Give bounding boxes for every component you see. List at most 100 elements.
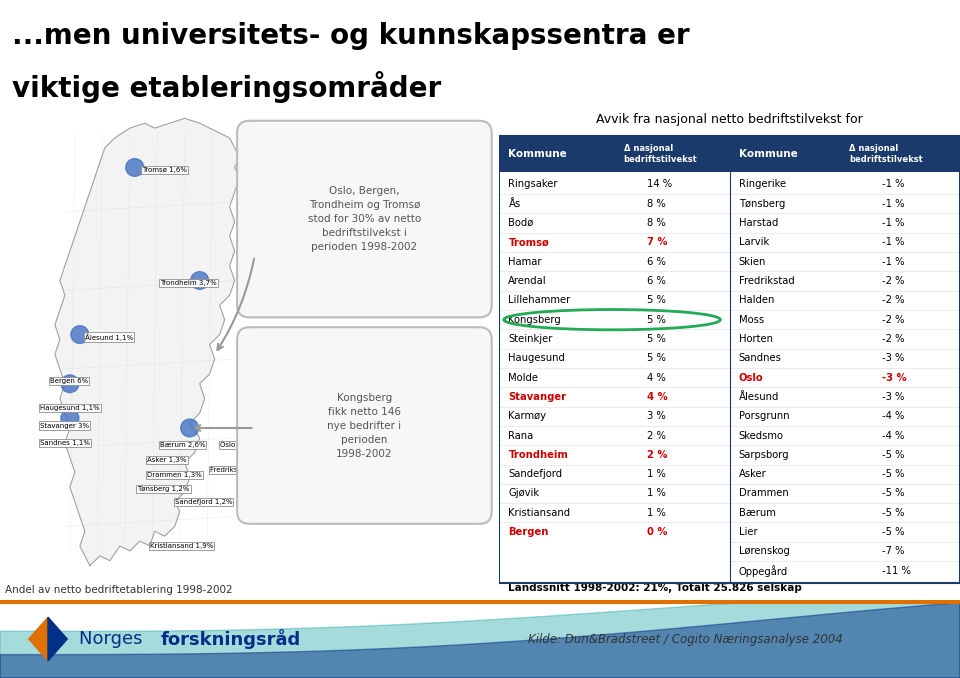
Text: 1 %: 1 % xyxy=(647,508,665,518)
Text: viktige etableringsområder: viktige etableringsområder xyxy=(12,71,441,102)
Text: Steinkjer: Steinkjer xyxy=(509,334,553,344)
Text: 3 %: 3 % xyxy=(647,412,665,421)
Text: -2 %: -2 % xyxy=(881,334,904,344)
Text: Sandnes: Sandnes xyxy=(739,353,781,363)
FancyBboxPatch shape xyxy=(237,327,492,524)
Text: 2 %: 2 % xyxy=(647,450,667,460)
Text: Kristiansand 1,9%: Kristiansand 1,9% xyxy=(150,543,213,549)
Text: -1 %: -1 % xyxy=(881,180,904,189)
Text: Horten: Horten xyxy=(739,334,773,344)
Text: Bodø: Bodø xyxy=(509,218,534,228)
Text: Asker: Asker xyxy=(739,469,767,479)
Polygon shape xyxy=(29,617,48,661)
Text: 4 %: 4 % xyxy=(647,392,667,402)
Text: Stavanger 3%: Stavanger 3% xyxy=(40,422,89,428)
Text: Trondheim: Trondheim xyxy=(509,450,568,460)
Text: 1 %: 1 % xyxy=(647,488,665,498)
Text: Sandnes 1,1%: Sandnes 1,1% xyxy=(40,440,90,445)
Text: Molde: Molde xyxy=(509,373,539,382)
Text: Lier: Lier xyxy=(739,527,757,537)
Text: Δ nasjonal
bedriftstilvekst: Δ nasjonal bedriftstilvekst xyxy=(850,144,924,163)
Text: 14 %: 14 % xyxy=(647,180,672,189)
Text: Trondheim 3,7%: Trondheim 3,7% xyxy=(159,280,217,286)
Text: 5 %: 5 % xyxy=(647,296,665,305)
Text: Kristiansand: Kristiansand xyxy=(509,508,570,518)
Text: Lillehammer: Lillehammer xyxy=(509,296,570,305)
Text: -5 %: -5 % xyxy=(881,488,904,498)
Text: 2 %: 2 % xyxy=(647,431,665,441)
Polygon shape xyxy=(48,617,67,661)
Text: 0 %: 0 % xyxy=(647,527,667,537)
Text: -3 %: -3 % xyxy=(881,353,904,363)
Text: Bergen 6%: Bergen 6% xyxy=(50,378,88,384)
Text: -5 %: -5 % xyxy=(881,450,904,460)
Text: -2 %: -2 % xyxy=(881,276,904,286)
Text: -2 %: -2 % xyxy=(881,315,904,325)
Text: Haugesund: Haugesund xyxy=(509,353,565,363)
Text: Oslo 18,1%: Oslo 18,1% xyxy=(220,442,259,448)
Text: Drammen 1,3%: Drammen 1,3% xyxy=(147,472,202,478)
Text: 8 %: 8 % xyxy=(647,218,665,228)
Text: -3 %: -3 % xyxy=(881,373,906,382)
Text: -5 %: -5 % xyxy=(881,508,904,518)
Text: Stavanger: Stavanger xyxy=(509,392,566,402)
Polygon shape xyxy=(55,119,240,565)
Text: 5 %: 5 % xyxy=(647,334,665,344)
Text: Fredrikstad: Fredrikstad xyxy=(739,276,795,286)
Text: Asker 1,3%: Asker 1,3% xyxy=(147,457,187,463)
Text: Tromsø: Tromsø xyxy=(509,237,549,247)
Text: -4 %: -4 % xyxy=(881,412,904,421)
Text: 1 %: 1 % xyxy=(647,469,665,479)
Text: Bærum: Bærum xyxy=(739,508,776,518)
Text: Sarpsborg: Sarpsborg xyxy=(739,450,789,460)
Text: Ringsaker: Ringsaker xyxy=(509,180,558,189)
Text: Ringerike: Ringerike xyxy=(739,180,786,189)
Text: -1 %: -1 % xyxy=(881,199,904,209)
Text: -4 %: -4 % xyxy=(881,431,904,441)
Text: Andel av netto bedriftetablering 1998-2002: Andel av netto bedriftetablering 1998-20… xyxy=(5,585,232,595)
Text: Bærum 2,6%: Bærum 2,6% xyxy=(159,442,205,448)
Text: -1 %: -1 % xyxy=(881,257,904,266)
Circle shape xyxy=(180,419,199,437)
Text: Sandefjord 1,2%: Sandefjord 1,2% xyxy=(175,499,232,504)
Text: Hamar: Hamar xyxy=(509,257,541,266)
Circle shape xyxy=(191,272,208,290)
Text: Skien: Skien xyxy=(739,257,766,266)
Text: Avvik fra nasjonal netto bedriftstilvekst for: Avvik fra nasjonal netto bedriftstilveks… xyxy=(596,113,863,126)
Text: forskningsråd: forskningsråd xyxy=(160,629,300,649)
Text: -7 %: -7 % xyxy=(881,546,904,557)
Text: 8 %: 8 % xyxy=(647,199,665,209)
Text: 4 %: 4 % xyxy=(647,373,665,382)
Text: Haugesund 1,1%: Haugesund 1,1% xyxy=(40,405,100,412)
Text: Porsgrunn: Porsgrunn xyxy=(739,412,789,421)
Text: Tromsø 1,6%: Tromsø 1,6% xyxy=(142,167,187,173)
FancyBboxPatch shape xyxy=(237,121,492,317)
Text: Larvik: Larvik xyxy=(739,237,769,247)
Text: ...men universitets- og kunnskapssentra er: ...men universitets- og kunnskapssentra … xyxy=(12,22,689,49)
Text: -5 %: -5 % xyxy=(881,469,904,479)
Text: Kommune: Kommune xyxy=(509,149,567,159)
Text: Kilde: Dun&Bradstreet / Cogito Næringsanalyse 2004: Kilde: Dun&Bradstreet / Cogito Næringsan… xyxy=(528,633,843,645)
Text: Drammen: Drammen xyxy=(739,488,788,498)
Text: Tønsberg: Tønsberg xyxy=(739,199,785,209)
Text: Kongsberg
fikk netto 146
nye bedrifter i
perioden
1998-2002: Kongsberg fikk netto 146 nye bedrifter i… xyxy=(327,393,401,458)
Text: Tønsberg 1,2%: Tønsberg 1,2% xyxy=(137,486,190,492)
Text: Karmøy: Karmøy xyxy=(509,412,546,421)
Circle shape xyxy=(126,159,144,176)
Text: 6 %: 6 % xyxy=(647,276,665,286)
Text: 6 %: 6 % xyxy=(647,257,665,266)
Text: Fredrikstad 1,3%: Fredrikstad 1,3% xyxy=(209,466,269,473)
Text: Δ nasjonal
bedriftstilvekst: Δ nasjonal bedriftstilvekst xyxy=(624,144,697,163)
Text: Sandefjord: Sandefjord xyxy=(509,469,563,479)
Text: -1 %: -1 % xyxy=(881,218,904,228)
Text: Norges: Norges xyxy=(79,630,148,648)
Text: -5 %: -5 % xyxy=(881,527,904,537)
Text: 5 %: 5 % xyxy=(647,315,665,325)
Text: Bergen: Bergen xyxy=(509,527,549,537)
Text: Oppegård: Oppegård xyxy=(739,565,788,577)
Text: Kongsberg: Kongsberg xyxy=(509,315,562,325)
Text: Landssnitt 1998-2002: 21%, Totalt 25.826 selskap: Landssnitt 1998-2002: 21%, Totalt 25.826… xyxy=(509,583,803,593)
Text: Arendal: Arendal xyxy=(509,276,547,286)
Text: -11 %: -11 % xyxy=(881,565,910,576)
Text: Skedsmo: Skedsmo xyxy=(739,431,783,441)
